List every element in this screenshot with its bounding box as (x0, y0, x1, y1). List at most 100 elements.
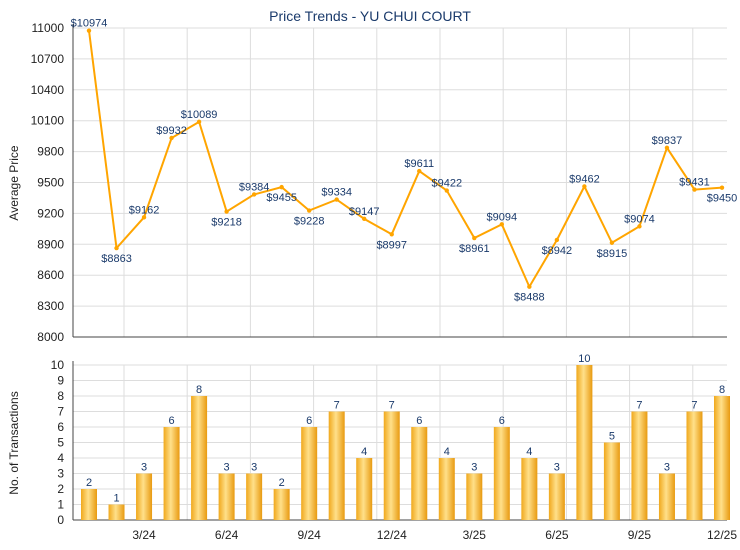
data-label: $9837 (652, 135, 683, 147)
x-tick-label: 3/24 (132, 528, 156, 542)
y-tick-label: 8900 (37, 237, 64, 251)
data-label: $9932 (156, 125, 187, 137)
bar-label: 2 (86, 477, 92, 489)
data-label: $8997 (376, 239, 407, 251)
y-tick-label: 11000 (32, 21, 65, 35)
bar (521, 458, 538, 520)
y-tick-label: 9200 (37, 206, 64, 220)
data-label: $9455 (266, 192, 297, 204)
data-point (362, 216, 367, 222)
bar (493, 427, 510, 520)
x-tick-label: 3/25 (463, 528, 487, 542)
x-tick-label: 9/25 (628, 528, 652, 542)
data-label: $9450 (707, 193, 738, 205)
data-label: $10089 (181, 109, 218, 121)
data-point (499, 222, 505, 227)
bar-label: 3 (554, 462, 560, 474)
data-point (417, 168, 422, 174)
x-tick-label: 6/24 (215, 528, 239, 542)
bar-label: 4 (361, 446, 367, 458)
y-tick-label: 8300 (37, 299, 64, 313)
bar-label: 3 (224, 462, 230, 474)
bar-label: 4 (526, 446, 532, 458)
data-label: $8863 (101, 253, 132, 265)
y-tick-label: 4 (57, 451, 64, 465)
y-tick-label: 10700 (31, 52, 65, 66)
data-label: $8961 (459, 243, 490, 255)
bar-label: 3 (251, 462, 257, 474)
data-point (141, 215, 147, 220)
data-label: $9462 (569, 173, 600, 185)
data-point (582, 184, 587, 189)
bar (548, 473, 565, 520)
bar-label: 3 (471, 462, 477, 474)
data-label: $9228 (294, 216, 325, 228)
data-label: $8915 (597, 248, 628, 260)
bar (658, 473, 675, 520)
y-tick-label: 9800 (37, 145, 64, 159)
data-point (279, 184, 284, 190)
bar (301, 427, 318, 520)
data-point (389, 232, 394, 237)
bar (411, 427, 428, 520)
data-label: $8942 (542, 245, 573, 257)
data-point (251, 192, 257, 197)
bar-label: 7 (636, 400, 642, 412)
data-point (472, 235, 477, 241)
y-tick-label: 7 (57, 405, 64, 419)
data-point (664, 145, 670, 150)
data-point (692, 187, 697, 192)
data-point (527, 284, 532, 289)
bar-label: 7 (334, 400, 340, 412)
transactions-y-axis-label: No. of Transactions (7, 391, 21, 494)
data-label: $9218 (211, 217, 242, 229)
bar (603, 442, 620, 520)
y-tick-label: 8 (57, 389, 64, 403)
bar-label: 2 (279, 477, 285, 489)
data-label: $9431 (679, 177, 710, 189)
price-line (88, 30, 723, 289)
x-tick-label: 12/25 (707, 528, 737, 542)
bar (631, 411, 648, 520)
bar (328, 411, 345, 520)
y-tick-label: 6 (57, 420, 64, 434)
y-tick-label: 8000 (37, 330, 64, 344)
bar (273, 489, 290, 520)
bar-label: 10 (578, 353, 590, 365)
data-label: $9094 (487, 211, 518, 223)
data-label: $9334 (321, 187, 352, 199)
bar (191, 396, 208, 520)
y-tick-label: 9500 (37, 176, 64, 190)
bar-label: 6 (306, 415, 312, 427)
data-point (169, 135, 174, 141)
bar (356, 458, 373, 520)
data-point (224, 209, 229, 214)
data-point (554, 237, 560, 243)
bar (136, 473, 153, 520)
x-tick-label: 6/25 (545, 528, 569, 542)
price-y-axis-label: Average Price (7, 145, 21, 220)
y-tick-label: 10100 (31, 114, 65, 128)
x-tick-label: 9/24 (297, 528, 321, 542)
data-label: $9074 (624, 213, 655, 225)
x-tick-label: 12/24 (377, 528, 407, 542)
y-tick-label: 0 (57, 513, 64, 527)
data-point (86, 28, 92, 33)
y-tick-label: 9 (57, 374, 64, 388)
data-label: $9422 (431, 178, 462, 190)
bar-label: 7 (389, 400, 395, 412)
data-point (334, 197, 339, 202)
bar-label: 7 (691, 400, 697, 412)
bar-label: 5 (609, 431, 615, 443)
bar-label: 3 (141, 462, 147, 474)
bar (218, 473, 235, 520)
chart-title: Price Trends - YU CHUI COURT (269, 8, 471, 24)
data-point (444, 188, 449, 193)
y-tick-label: 10 (51, 358, 65, 372)
data-point (609, 240, 615, 245)
bar (163, 427, 180, 520)
bar-label: 8 (196, 384, 202, 396)
y-tick-label: 3 (57, 467, 64, 481)
